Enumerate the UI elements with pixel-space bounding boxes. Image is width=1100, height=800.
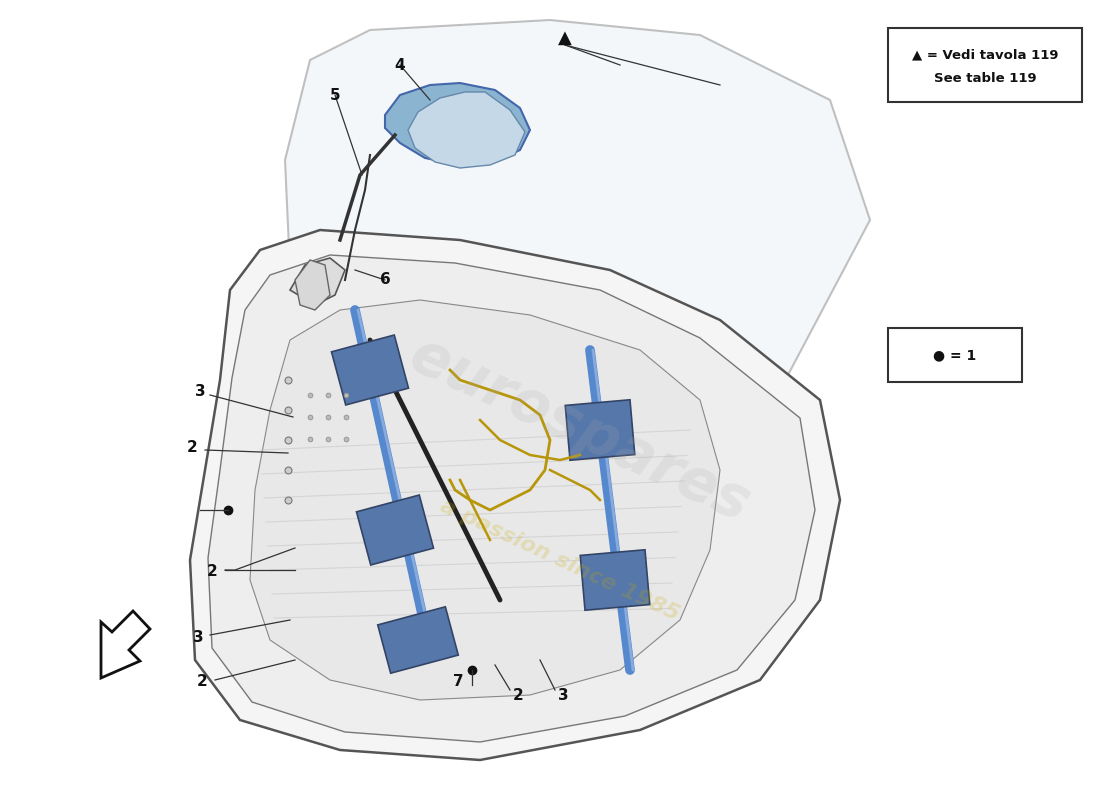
Polygon shape [250,300,721,700]
Polygon shape [295,260,330,310]
Polygon shape [101,611,150,678]
Text: 3: 3 [192,630,204,646]
Polygon shape [190,230,840,760]
Text: a passion since 1985: a passion since 1985 [438,496,683,624]
Polygon shape [377,606,459,674]
Polygon shape [408,92,525,168]
Text: 4: 4 [395,58,405,73]
Text: 3: 3 [558,687,569,702]
Text: ▲: ▲ [558,29,572,47]
Polygon shape [385,83,530,165]
Polygon shape [565,400,635,460]
Polygon shape [331,335,408,405]
Text: 5: 5 [330,87,340,102]
Polygon shape [285,20,870,400]
Polygon shape [290,258,345,305]
Text: 2: 2 [197,674,208,690]
FancyBboxPatch shape [888,28,1082,102]
Text: 7: 7 [453,674,463,690]
Text: 2: 2 [187,441,197,455]
Text: 3: 3 [195,385,206,399]
Polygon shape [580,550,650,610]
Polygon shape [208,255,815,742]
Text: ● = 1: ● = 1 [934,348,977,362]
Text: See table 119: See table 119 [934,71,1036,85]
Text: eurospares: eurospares [400,326,759,534]
FancyBboxPatch shape [888,328,1022,382]
Text: 6: 6 [379,273,390,287]
Text: 2: 2 [207,565,218,579]
Text: ▲ = Vedi tavola 119: ▲ = Vedi tavola 119 [912,49,1058,62]
Text: 2: 2 [513,687,524,702]
Polygon shape [356,495,433,565]
